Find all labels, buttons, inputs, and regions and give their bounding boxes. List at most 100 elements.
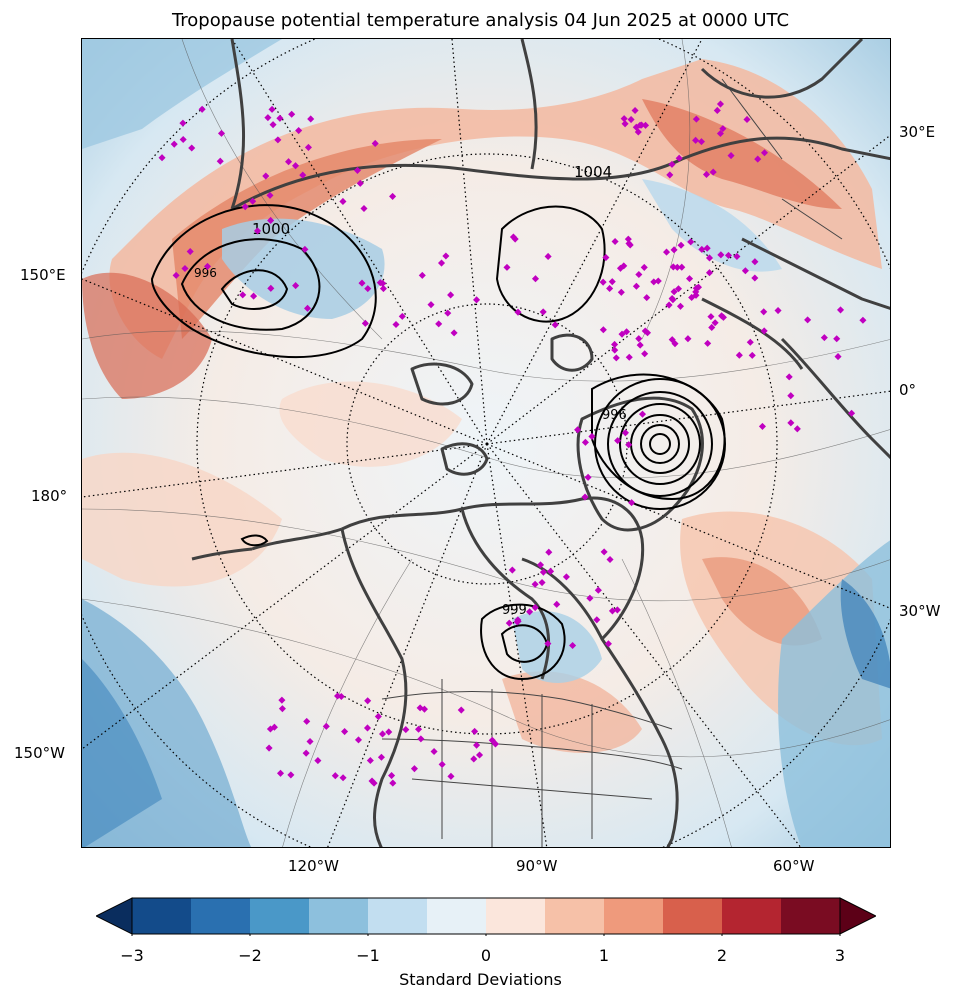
- station-marker: [430, 747, 438, 756]
- station-marker: [356, 179, 364, 187]
- station-marker: [640, 263, 648, 271]
- lon-label-90w: 90°W: [516, 857, 558, 875]
- station-marker: [420, 705, 428, 713]
- station-marker: [267, 284, 275, 292]
- station-marker: [158, 154, 166, 162]
- station-marker: [751, 258, 759, 266]
- station-marker: [385, 728, 393, 736]
- map-canvas: 1000 1004 996 999 996: [82, 39, 890, 847]
- colorbar-segment: [250, 898, 310, 934]
- station-marker: [415, 725, 423, 733]
- anomaly-contours: [82, 39, 890, 847]
- station-marker: [427, 301, 435, 309]
- station-marker: [538, 579, 546, 587]
- colorbar-segment: [722, 898, 782, 934]
- station-marker: [692, 136, 700, 144]
- station-marker: [287, 771, 295, 779]
- colorbar-tick-label: 1: [598, 946, 610, 965]
- station-marker: [285, 158, 293, 166]
- station-marker: [634, 128, 642, 136]
- station-marker: [418, 271, 426, 279]
- station-marker: [848, 409, 856, 417]
- station-marker: [675, 154, 683, 162]
- station-marker: [599, 326, 607, 334]
- station-marker: [692, 291, 700, 299]
- station-marker: [267, 216, 275, 224]
- station-marker: [531, 580, 539, 588]
- station-marker: [531, 604, 539, 612]
- station-marker: [339, 774, 347, 782]
- station-marker: [724, 251, 733, 259]
- station-marker: [302, 749, 310, 757]
- station-marker: [697, 138, 705, 146]
- station-marker: [181, 264, 189, 273]
- station-marker: [363, 724, 372, 732]
- station-marker: [288, 110, 296, 118]
- station-marker: [608, 278, 616, 286]
- station-marker: [625, 353, 633, 361]
- station-marker: [606, 284, 614, 293]
- station-marker: [711, 319, 719, 327]
- station-marker: [643, 294, 651, 302]
- station-marker: [621, 429, 629, 437]
- station-marker: [364, 285, 372, 293]
- positive-anomaly-regions: [82, 59, 882, 753]
- station-marker: [266, 191, 274, 199]
- station-marker: [632, 282, 640, 290]
- station-marker: [276, 769, 285, 777]
- station-marker: [254, 227, 262, 235]
- station-marker: [708, 323, 716, 332]
- map-title: Tropopause potential temperature analysi…: [171, 10, 790, 31]
- station-marker: [250, 292, 258, 300]
- station-marker: [488, 736, 496, 744]
- station-marker: [670, 246, 678, 254]
- contour-label: 996: [194, 266, 217, 280]
- lon-label-150e: 150°E: [20, 266, 66, 284]
- station-marker: [402, 726, 410, 734]
- station-marker: [581, 493, 589, 501]
- colorbar-tick-label: 0: [480, 946, 492, 965]
- colorbar-tick-label: 3: [834, 946, 846, 965]
- station-marker: [677, 241, 685, 249]
- station-marker: [705, 254, 714, 262]
- station-marker: [625, 239, 633, 248]
- station-marker: [760, 327, 768, 335]
- station-marker: [376, 279, 384, 287]
- station-marker: [599, 278, 607, 286]
- station-marker: [804, 316, 812, 324]
- colorbar-segment: [191, 898, 251, 934]
- station-marker: [785, 373, 793, 381]
- station-marker: [269, 121, 277, 129]
- station-marker: [511, 235, 519, 243]
- colorbar-tick-label: 2: [716, 946, 728, 965]
- station-marker: [668, 160, 676, 168]
- station-marker: [239, 291, 247, 299]
- station-marker: [694, 283, 703, 291]
- station-marker: [544, 640, 552, 648]
- station-marker: [437, 259, 446, 267]
- station-marker: [304, 143, 312, 151]
- station-marker: [665, 301, 673, 309]
- station-marker: [471, 727, 479, 735]
- station-marker: [604, 640, 612, 648]
- station-marker: [641, 350, 649, 358]
- colorbar-label: Standard Deviations: [399, 970, 562, 989]
- colorbar-segment: [132, 898, 192, 934]
- station-marker: [673, 263, 681, 271]
- station-marker: [307, 115, 315, 123]
- station-marker: [562, 573, 570, 581]
- station-marker: [676, 302, 685, 310]
- station-marker: [684, 335, 692, 343]
- station-marker: [299, 171, 307, 179]
- station-marker: [743, 115, 751, 123]
- station-marker: [716, 129, 724, 138]
- station-marker: [584, 473, 592, 481]
- station-marker: [241, 203, 249, 211]
- station-marker: [611, 237, 619, 246]
- station-marker: [265, 744, 273, 752]
- contour-label: 1000: [252, 220, 290, 238]
- station-marker: [536, 561, 545, 569]
- colorbar-tick-label: −1: [356, 946, 380, 965]
- station-marker: [551, 321, 559, 329]
- coastlines: [191, 39, 890, 847]
